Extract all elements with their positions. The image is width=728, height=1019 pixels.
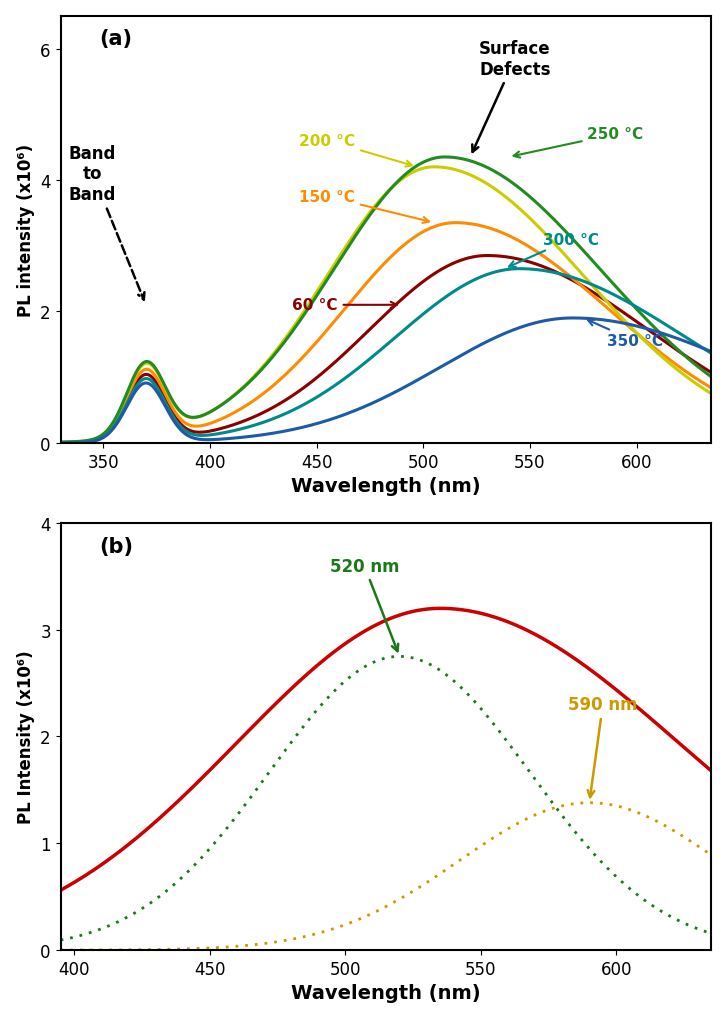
Y-axis label: PL intensity (x10⁶): PL intensity (x10⁶): [17, 144, 35, 317]
Text: (a): (a): [100, 30, 132, 50]
Text: 590 nm: 590 nm: [568, 696, 638, 798]
Text: 350 °C: 350 °C: [588, 320, 662, 350]
Y-axis label: PL Intensity (x10⁶): PL Intensity (x10⁶): [17, 650, 35, 823]
Text: 520 nm: 520 nm: [330, 557, 399, 651]
Text: Band
to
Band: Band to Band: [69, 145, 144, 301]
Text: 300 °C: 300 °C: [509, 232, 598, 268]
Text: Surface
Defects: Surface Defects: [472, 40, 551, 153]
X-axis label: Wavelength (nm): Wavelength (nm): [291, 983, 480, 1003]
Text: 200 °C: 200 °C: [299, 133, 412, 167]
Text: (b): (b): [100, 536, 134, 556]
Text: 250 °C: 250 °C: [514, 127, 644, 158]
Text: 150 °C: 150 °C: [299, 190, 429, 224]
X-axis label: Wavelength (nm): Wavelength (nm): [291, 477, 480, 495]
Text: 60 °C: 60 °C: [293, 298, 397, 313]
